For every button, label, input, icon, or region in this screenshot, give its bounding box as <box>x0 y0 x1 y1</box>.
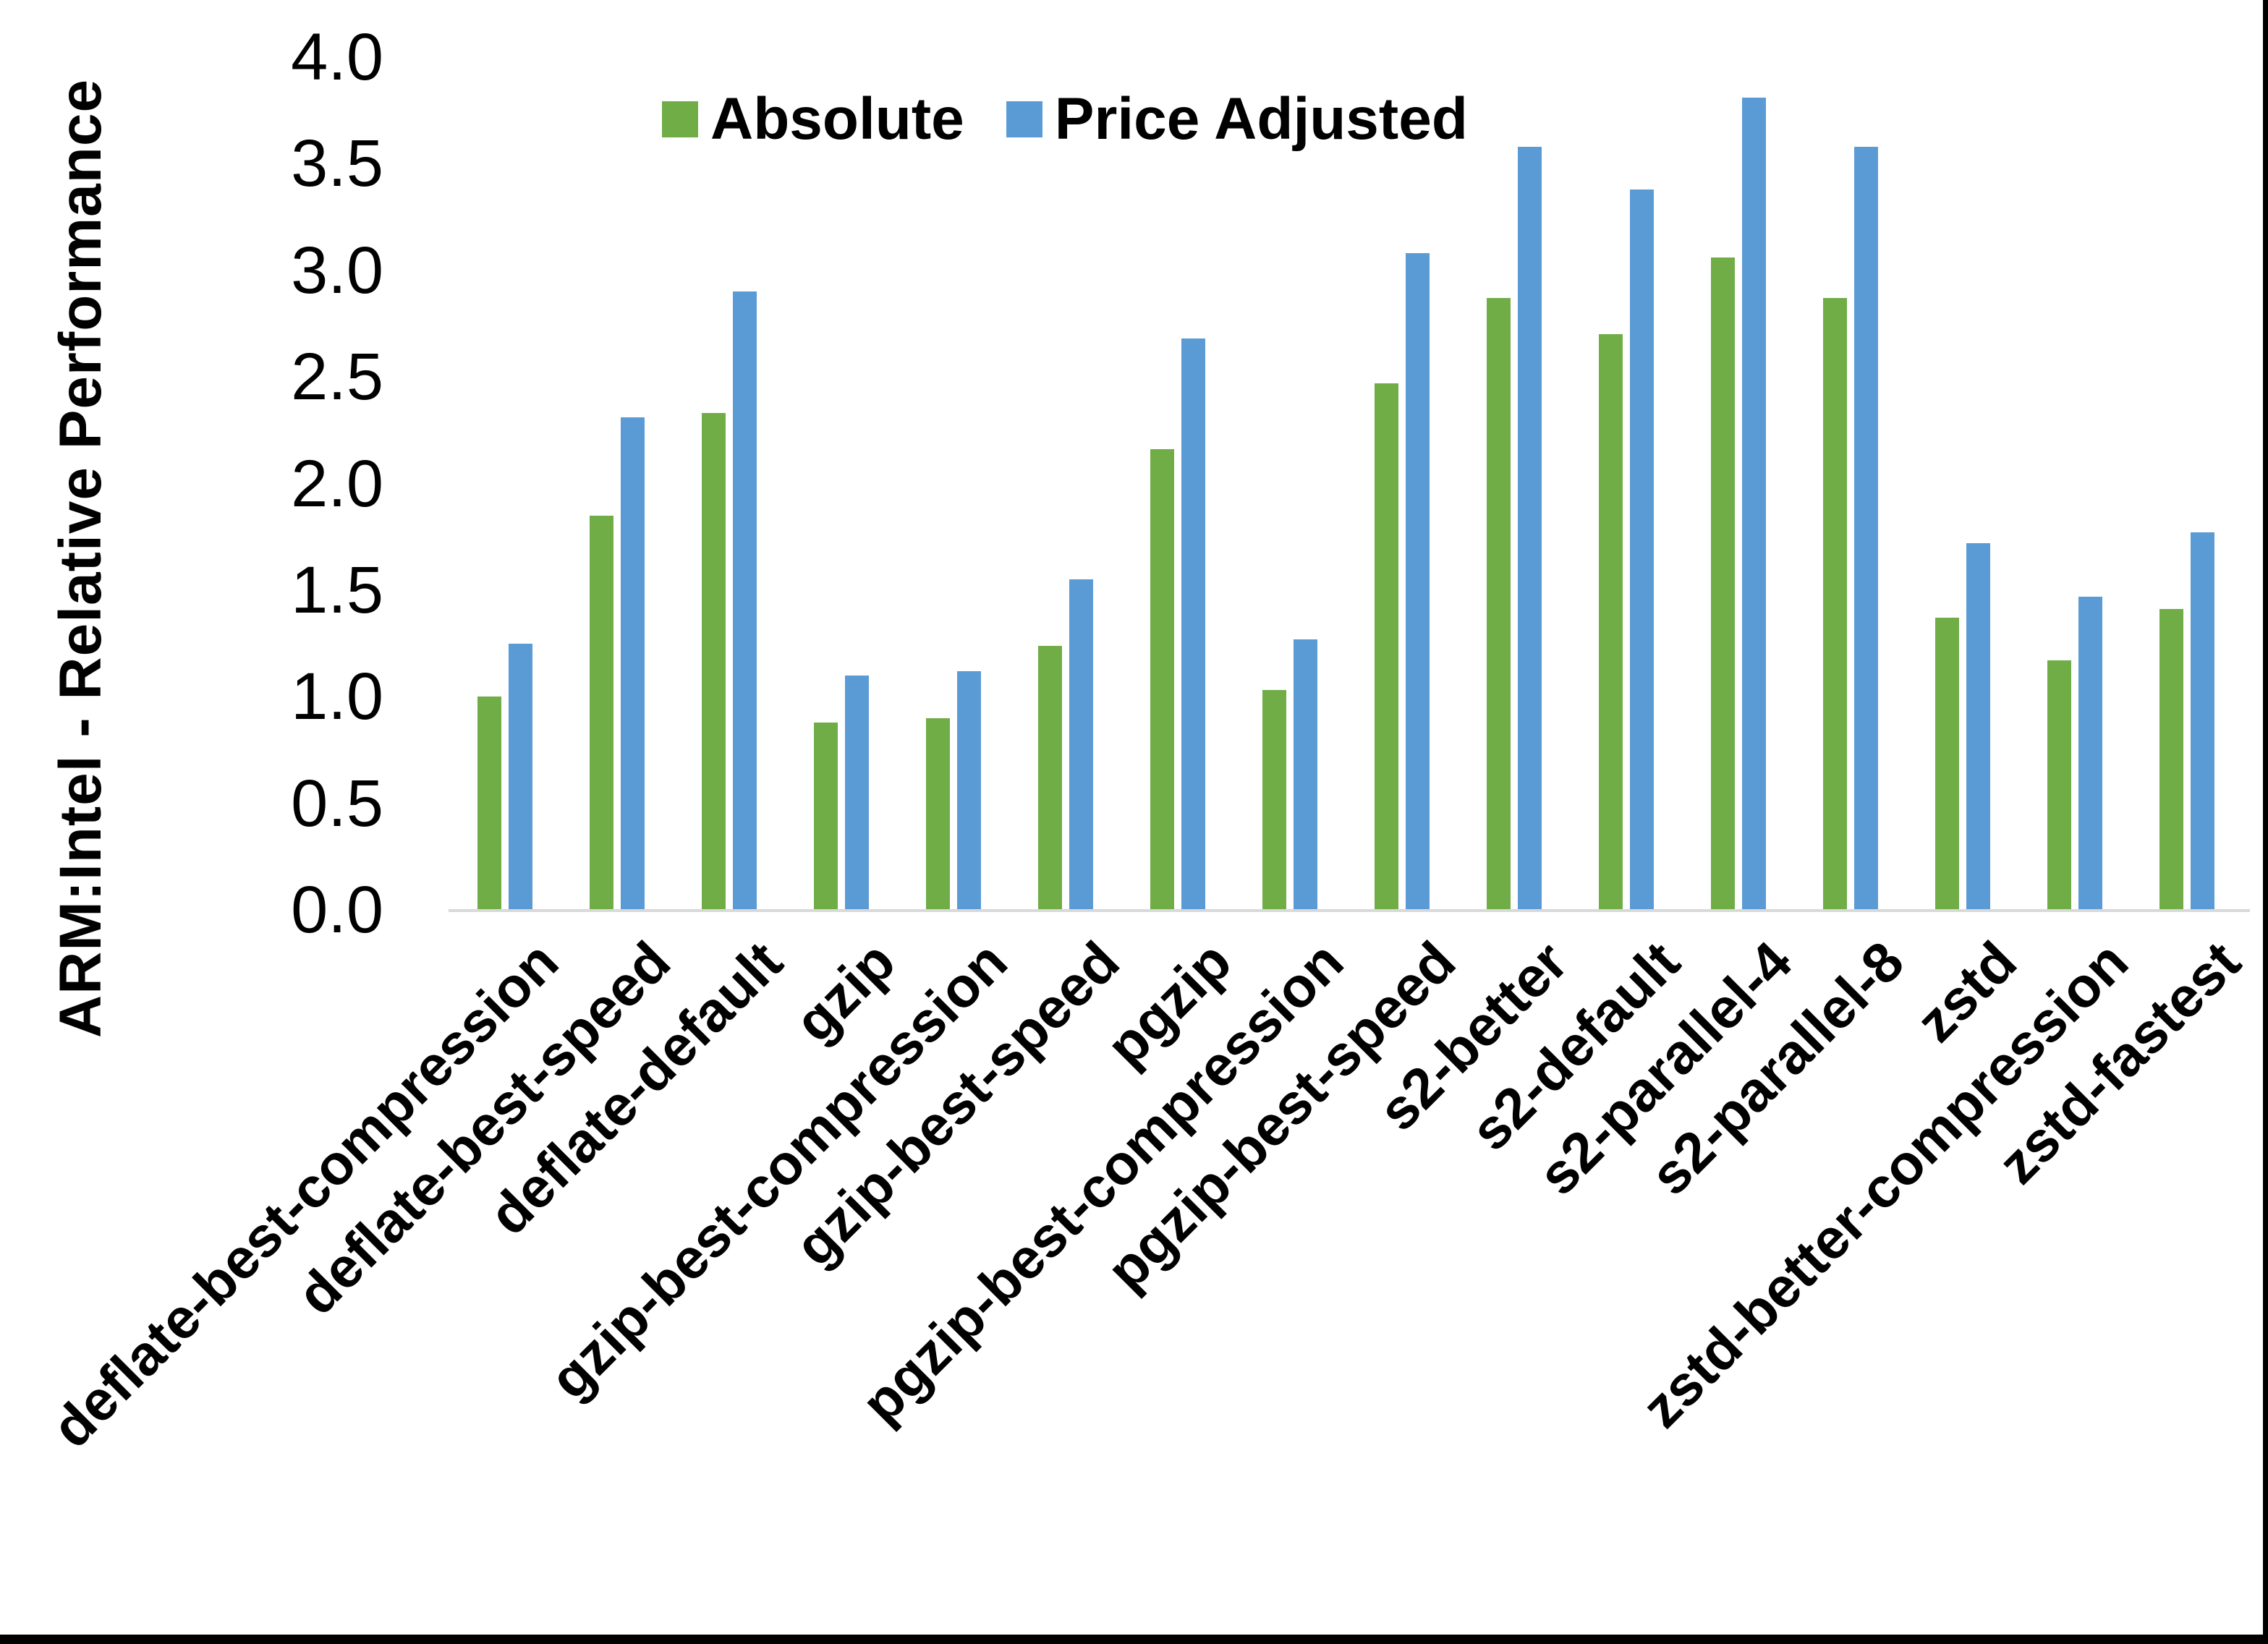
bar-absolute <box>1598 334 1623 910</box>
y-tick-label: 2.0 <box>291 446 383 521</box>
bar-group <box>449 57 561 910</box>
legend-label-absolute: Absolute <box>710 86 964 152</box>
bar-absolute <box>589 515 613 910</box>
bar-group <box>1233 57 1346 910</box>
legend-item-price-adjusted: Price Adjusted <box>1006 85 1468 153</box>
bar-absolute <box>1374 383 1398 910</box>
legend: Absolute Price Adjusted <box>662 85 1468 153</box>
y-tick-label: 3.0 <box>291 233 383 307</box>
bar-price-adjusted <box>2078 596 2102 910</box>
bar-group <box>1682 57 1794 910</box>
bar-absolute <box>477 697 501 910</box>
bar-group <box>1570 57 1682 910</box>
bar-absolute <box>1934 618 1959 910</box>
legend-label-price-adjusted: Price Adjusted <box>1054 86 1468 152</box>
bar-price-adjusted <box>1405 253 1430 910</box>
bar-price-adjusted <box>1966 543 1990 910</box>
bar-absolute <box>1822 298 1847 910</box>
bar-price-adjusted <box>1293 639 1317 910</box>
bar-group <box>2018 57 2131 910</box>
y-axis-tick-labels: 0.0 0.5 1.0 1.5 2.0 2.5 3.0 3.5 4.0 <box>166 0 383 1644</box>
y-tick-label: 0.0 <box>291 873 383 947</box>
legend-item-absolute: Absolute <box>662 85 964 153</box>
bar-price-adjusted <box>2190 532 2214 910</box>
bar-absolute <box>813 722 838 910</box>
bar-price-adjusted <box>620 417 645 910</box>
bar-group <box>785 57 897 910</box>
bar-price-adjusted <box>732 291 757 910</box>
bar-group <box>897 57 1009 910</box>
legend-swatch-absolute <box>662 101 698 137</box>
bar-price-adjusted <box>1853 146 1878 910</box>
y-tick-label: 2.5 <box>291 340 383 414</box>
bar-price-adjusted <box>1181 338 1205 910</box>
bar-price-adjusted <box>1069 579 1093 910</box>
bar-price-adjusted <box>508 643 532 910</box>
y-tick-label: 1.5 <box>291 553 383 627</box>
bar-absolute <box>1037 645 1062 910</box>
bar-absolute <box>1710 257 1735 910</box>
y-tick-label: 4.0 <box>291 20 383 94</box>
y-tick-label: 0.5 <box>291 766 383 840</box>
y-tick-label: 1.0 <box>291 660 383 734</box>
legend-swatch-price-adjusted <box>1006 101 1042 137</box>
plot-area <box>449 57 2243 910</box>
bar-absolute <box>701 413 726 910</box>
bar-absolute <box>1262 690 1286 910</box>
bar-group <box>1458 57 1570 910</box>
bar-group <box>1794 57 1906 910</box>
bar-price-adjusted <box>1629 189 1654 910</box>
bar-group <box>1009 57 1121 910</box>
bar-price-adjusted <box>956 670 981 910</box>
y-axis-title: ARM:Intel - Relative Performance <box>48 78 114 1039</box>
x-axis-line <box>449 909 2250 912</box>
bar-absolute <box>1150 449 1174 910</box>
bar-group <box>1121 57 1233 910</box>
bar-price-adjusted <box>1741 98 1766 910</box>
bar-group <box>561 57 673 910</box>
bar-absolute <box>925 717 950 910</box>
bar-group <box>1346 57 1458 910</box>
bar-price-adjusted <box>1517 146 1542 910</box>
bar-absolute <box>1486 298 1511 910</box>
bottom-border <box>0 1635 2268 1644</box>
bar-group <box>1906 57 2018 910</box>
y-tick-label: 3.5 <box>291 127 383 201</box>
bar-absolute <box>2047 660 2071 910</box>
bar-absolute <box>2159 609 2183 910</box>
right-border <box>2263 0 2268 1644</box>
bar-price-adjusted <box>844 675 869 910</box>
bar-group <box>673 57 785 910</box>
bar-group <box>2131 57 2243 910</box>
